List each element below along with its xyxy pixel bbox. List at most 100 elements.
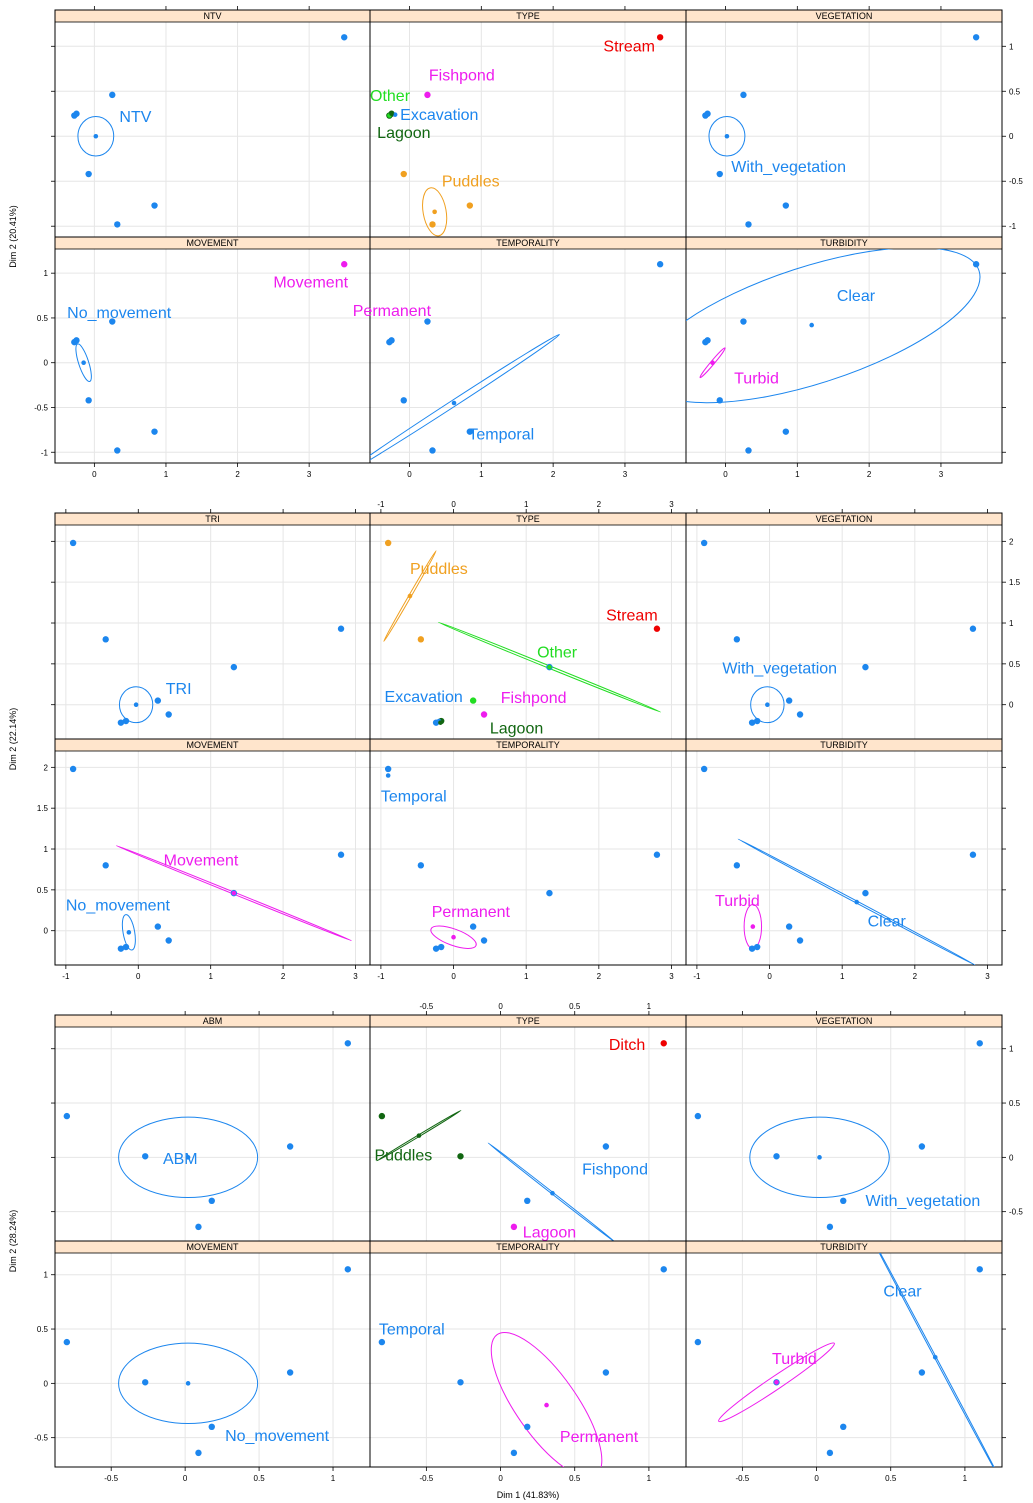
data-point — [337, 851, 345, 858]
data-point — [286, 1143, 294, 1150]
data-point — [195, 1449, 202, 1457]
y-axis-title: Dim 2 (22.14%) — [8, 708, 18, 771]
panel-title: NTV — [204, 11, 222, 21]
data-point — [114, 447, 121, 454]
x-axis-title: Dim 1 (41.83%) — [497, 1490, 560, 1500]
panel-title: MOVEMENT — [186, 740, 239, 750]
panel-plot-area — [69, 539, 345, 726]
category-point — [661, 1040, 667, 1046]
category-point — [432, 209, 437, 215]
panel-abm: ABM ABM — [51, 1011, 371, 1242]
y-tick-label: 0.5 — [37, 1325, 49, 1334]
category-label-with-vegetation: With_vegetation — [731, 159, 846, 176]
y-axis-title: Dim 2 (28.24%) — [8, 1210, 18, 1273]
data-point — [510, 1449, 518, 1457]
data-point — [344, 1040, 352, 1047]
data-point — [457, 1379, 464, 1386]
data-point — [840, 1197, 847, 1205]
data-point — [969, 625, 977, 632]
category-label-clear: Clear — [837, 288, 876, 305]
data-point — [122, 717, 130, 725]
x-tick-label: 0 — [498, 1474, 503, 1483]
x-tick-label: 1 — [647, 1474, 652, 1483]
data-point — [976, 1040, 983, 1047]
x-tick-label: 0 — [407, 470, 412, 479]
data-point — [122, 943, 130, 951]
data-point — [656, 261, 664, 268]
category-point — [185, 1381, 191, 1386]
data-point — [602, 1143, 610, 1150]
category-label-permanent: Permanent — [560, 1429, 639, 1446]
data-point — [63, 1338, 71, 1346]
panel-plot-area — [702, 34, 980, 228]
data-point — [748, 945, 756, 952]
data-point — [469, 923, 477, 930]
panel-border — [685, 9, 1003, 238]
data-point — [151, 202, 158, 209]
data-point — [740, 91, 747, 99]
category-point — [355, 343, 360, 348]
y-tick-label: 0 — [1009, 701, 1014, 710]
y-tick-label: -0.5 — [34, 403, 48, 412]
top-x-tick-label: 0 — [498, 1002, 503, 1011]
data-point — [73, 110, 80, 117]
data-point — [469, 697, 477, 704]
category-label-movement: Movement — [273, 275, 348, 292]
panel-plot-area — [700, 539, 977, 726]
panel-border — [54, 236, 371, 464]
data-point — [704, 110, 711, 117]
panel-plot-area — [694, 1253, 1002, 1467]
panel-title: TEMPORALITY — [496, 238, 560, 248]
y-tick-label: 1 — [44, 1271, 49, 1280]
category-point — [379, 1339, 385, 1345]
x-tick-label: 1 — [208, 972, 213, 981]
category-point — [438, 720, 443, 725]
data-point — [424, 318, 431, 325]
x-tick-label: 0.5 — [569, 1474, 581, 1483]
data-point — [733, 636, 741, 643]
data-point — [694, 1112, 702, 1120]
panel-plot-area — [69, 765, 352, 952]
x-tick-label: 0 — [183, 1474, 188, 1483]
x-tick-label: 0.5 — [885, 1474, 897, 1483]
top-x-tick-label: 1 — [524, 500, 529, 509]
panel-title: VEGETATION — [816, 514, 873, 524]
category-label-puddles: Puddles — [410, 561, 468, 578]
data-point — [208, 1423, 215, 1431]
data-point — [862, 663, 869, 671]
data-point — [417, 862, 425, 869]
data-point — [700, 539, 708, 547]
x-tick-label: 0 — [92, 470, 97, 479]
data-point — [341, 34, 348, 41]
category-point — [231, 890, 237, 896]
category-point — [451, 934, 456, 940]
panel-plot-area — [376, 1040, 667, 1241]
x-tick-label: -1 — [377, 972, 385, 981]
y-tick-label: 0.5 — [1009, 1099, 1021, 1108]
data-point — [63, 1112, 71, 1120]
data-point — [466, 202, 474, 209]
category-point — [724, 133, 730, 139]
data-point — [109, 91, 116, 99]
data-point — [69, 539, 77, 547]
panel-title: TURBIDITY — [820, 238, 868, 248]
category-label-stream: Stream — [606, 608, 658, 625]
panel-vegetation: VEGETATION With_vegetation -0.5 0 0.5 1 — [685, 1011, 1023, 1242]
data-point — [602, 1369, 610, 1376]
category-label-excavation: Excavation — [385, 689, 463, 706]
chart-block-abm: ABM ABM TYPE Ditch Puddles Fishpond Lagoon VEGE… — [8, 1011, 1023, 1500]
data-point — [344, 1266, 352, 1273]
x-tick-label: 1 — [524, 972, 529, 981]
y-tick-label: -0.5 — [34, 1434, 48, 1443]
y-tick-label: 0 — [44, 1379, 49, 1388]
data-point — [782, 428, 790, 435]
category-point — [185, 1155, 191, 1160]
data-point — [165, 711, 172, 718]
y-tick-label: 1 — [44, 269, 49, 278]
data-point — [972, 261, 980, 268]
data-point — [400, 170, 407, 178]
data-point — [546, 889, 553, 897]
data-point — [151, 428, 158, 435]
